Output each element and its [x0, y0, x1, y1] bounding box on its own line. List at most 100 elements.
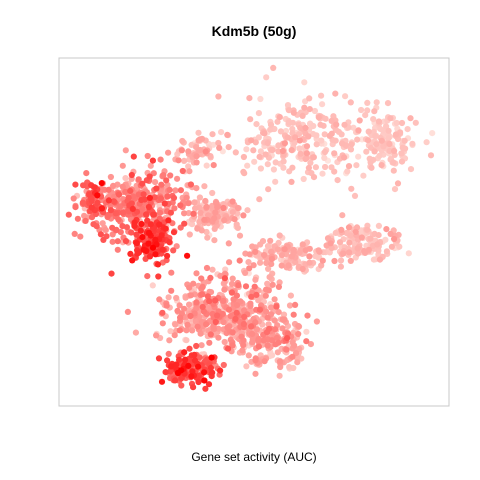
data-point — [255, 110, 262, 117]
data-point — [289, 164, 296, 171]
data-point — [394, 180, 402, 187]
data-point — [281, 246, 288, 253]
data-point — [186, 231, 193, 238]
data-point — [192, 318, 200, 326]
data-point — [318, 262, 325, 269]
data-point — [228, 289, 235, 296]
data-point — [188, 373, 195, 380]
data-point — [351, 192, 359, 199]
data-point — [255, 343, 262, 350]
data-point — [285, 262, 292, 269]
data-point — [284, 134, 291, 141]
data-point — [243, 363, 250, 370]
data-point — [229, 342, 236, 349]
data-point — [191, 199, 198, 206]
data-point — [159, 246, 166, 253]
data-point — [327, 240, 334, 247]
data-point — [178, 382, 185, 389]
data-point — [165, 294, 172, 301]
data-point — [267, 237, 274, 244]
data-point — [211, 215, 218, 222]
data-point — [199, 291, 206, 298]
data-point — [193, 299, 200, 306]
data-point — [80, 182, 87, 189]
data-point — [375, 232, 382, 239]
data-point — [173, 294, 180, 302]
data-point — [285, 107, 292, 114]
data-point — [199, 283, 206, 290]
data-point — [197, 146, 204, 154]
data-point — [128, 171, 135, 179]
data-point — [107, 207, 114, 214]
data-point — [110, 182, 117, 189]
data-point — [391, 235, 398, 243]
data-point — [190, 384, 197, 391]
data-point — [155, 355, 163, 362]
data-point — [257, 165, 264, 172]
data-point — [177, 314, 184, 321]
data-point — [191, 357, 198, 364]
data-point — [184, 321, 191, 328]
data-point — [262, 151, 269, 158]
data-point — [186, 345, 193, 352]
data-point — [318, 137, 325, 144]
data-point — [127, 187, 134, 194]
data-point — [253, 326, 261, 333]
data-point — [268, 248, 275, 255]
data-point — [199, 303, 206, 311]
data-point — [196, 218, 203, 226]
data-point — [245, 259, 252, 266]
data-point — [324, 235, 332, 242]
data-point — [183, 327, 190, 334]
data-point — [166, 186, 173, 193]
data-point — [407, 115, 414, 122]
data-point — [399, 144, 406, 151]
data-point — [391, 186, 399, 193]
data-point — [175, 157, 182, 164]
data-point — [120, 209, 127, 216]
data-point — [407, 166, 415, 173]
data-point — [227, 313, 234, 320]
data-point — [367, 159, 374, 166]
data-point — [144, 152, 151, 160]
data-point — [277, 128, 284, 135]
data-point — [240, 212, 247, 219]
data-point — [306, 259, 313, 266]
data-point — [321, 131, 328, 138]
data-point — [181, 157, 188, 164]
data-point — [267, 126, 274, 133]
data-point — [170, 247, 177, 254]
data-point — [265, 321, 272, 328]
data-point — [305, 133, 312, 140]
data-point — [272, 159, 279, 166]
data-point — [356, 117, 363, 124]
data-point — [182, 356, 189, 363]
data-point — [211, 225, 218, 232]
data-point — [355, 127, 362, 134]
data-point — [372, 132, 379, 140]
data-point — [269, 281, 276, 288]
data-point — [153, 332, 160, 339]
data-point — [334, 177, 341, 184]
data-point — [248, 323, 255, 330]
data-point — [255, 297, 262, 304]
data-point — [360, 172, 367, 179]
data-point — [252, 139, 259, 146]
data-point — [256, 153, 263, 160]
data-point — [306, 95, 313, 102]
data-point — [331, 257, 338, 265]
data-point — [361, 248, 368, 255]
data-point — [337, 257, 345, 264]
data-point — [276, 372, 283, 379]
data-point — [79, 199, 86, 206]
data-point — [319, 101, 326, 108]
data-point — [288, 178, 295, 185]
data-point — [249, 243, 256, 250]
data-point — [336, 239, 344, 246]
data-point — [289, 119, 296, 126]
data-point — [105, 186, 112, 193]
data-point — [201, 369, 208, 376]
data-point — [109, 224, 116, 231]
data-point — [280, 164, 287, 171]
data-point — [362, 112, 369, 119]
